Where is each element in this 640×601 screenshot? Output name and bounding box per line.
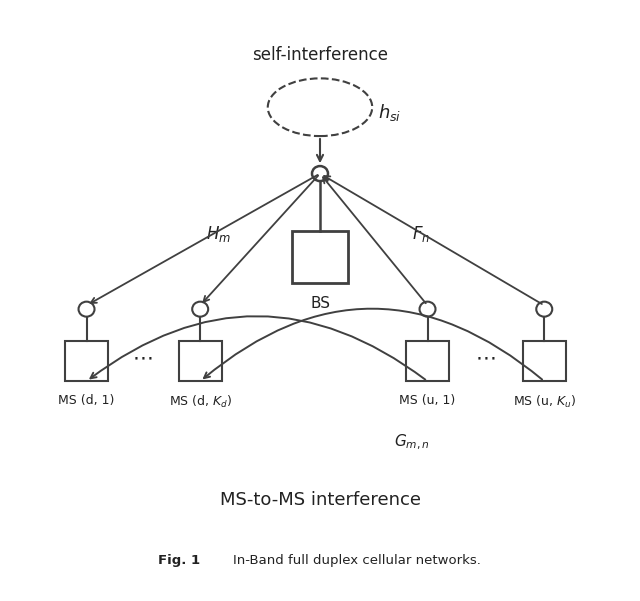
Text: $H_m$: $H_m$	[206, 224, 231, 244]
Text: $G_{m,n}$: $G_{m,n}$	[394, 432, 429, 451]
Bar	[523, 341, 566, 381]
Bar	[65, 341, 108, 381]
Text: MS (d, 1): MS (d, 1)	[58, 394, 115, 407]
Circle shape	[312, 166, 328, 181]
Circle shape	[420, 302, 435, 317]
Bar	[179, 341, 221, 381]
Text: ⋯: ⋯	[476, 348, 497, 368]
Circle shape	[536, 302, 552, 317]
Text: ⋯: ⋯	[133, 348, 154, 368]
Text: MS (u, $K_u$): MS (u, $K_u$)	[513, 394, 576, 410]
Text: $F_n$: $F_n$	[412, 224, 431, 244]
Text: In-Band full duplex cellular networks.: In-Band full duplex cellular networks.	[233, 554, 481, 567]
Text: MS-to-MS interference: MS-to-MS interference	[220, 490, 420, 508]
Text: Fig. 1: Fig. 1	[157, 554, 200, 567]
Text: MS (d, $K_d$): MS (d, $K_d$)	[168, 394, 232, 410]
Circle shape	[79, 302, 95, 317]
Bar	[292, 231, 348, 283]
Bar	[406, 341, 449, 381]
Text: BS: BS	[310, 296, 330, 311]
Text: $h_{si}$: $h_{si}$	[378, 103, 402, 123]
Circle shape	[192, 302, 208, 317]
Text: MS (u, 1): MS (u, 1)	[399, 394, 456, 407]
Text: self-interference: self-interference	[252, 46, 388, 64]
